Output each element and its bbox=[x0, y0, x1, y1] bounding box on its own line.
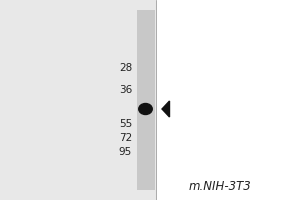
Text: 55: 55 bbox=[119, 119, 132, 129]
Text: 36: 36 bbox=[119, 85, 132, 95]
Ellipse shape bbox=[139, 104, 152, 114]
Text: 95: 95 bbox=[119, 147, 132, 157]
Polygon shape bbox=[162, 101, 169, 117]
Bar bbox=[0, 0, 156, 200]
Bar bbox=[136, 10, 154, 190]
Text: m.NIH-3T3: m.NIH-3T3 bbox=[189, 180, 252, 194]
Text: 72: 72 bbox=[119, 133, 132, 143]
Text: 28: 28 bbox=[119, 63, 132, 73]
